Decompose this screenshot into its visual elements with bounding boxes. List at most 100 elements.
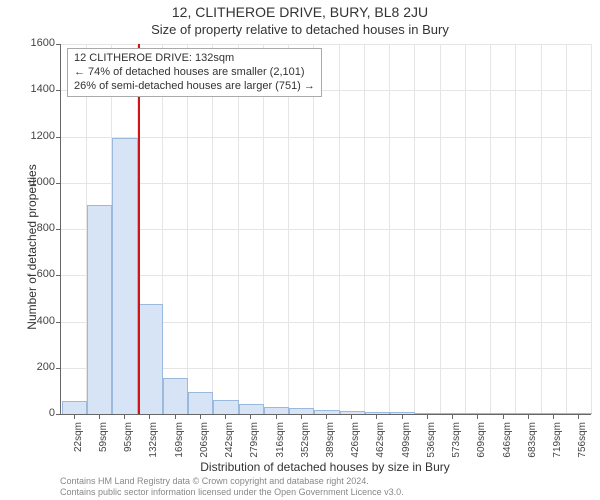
bar [466, 413, 491, 414]
bar [188, 392, 213, 414]
y-tick-label: 800 [5, 222, 55, 234]
bar [542, 413, 567, 414]
x-tick-mark [225, 414, 226, 419]
h-gridline [61, 322, 591, 323]
bar [441, 413, 466, 414]
chart-container: { "chart": { "type": "histogram", "title… [0, 0, 600, 500]
x-tick-mark [402, 414, 403, 419]
x-tick-mark [99, 414, 100, 419]
v-gridline [86, 44, 87, 414]
bar [567, 413, 592, 414]
chart-subtitle: Size of property relative to detached ho… [0, 22, 600, 37]
h-gridline [61, 275, 591, 276]
y-tick-mark [56, 229, 61, 230]
h-gridline [61, 229, 591, 230]
x-tick-mark [200, 414, 201, 419]
bar [289, 408, 314, 414]
bar [138, 304, 163, 414]
bar [491, 413, 516, 414]
gridlines [61, 44, 591, 414]
x-tick-mark [351, 414, 352, 419]
h-gridline [61, 90, 591, 91]
x-tick-mark [452, 414, 453, 419]
x-axis-label: Distribution of detached houses by size … [60, 460, 590, 474]
y-tick-mark [56, 183, 61, 184]
annotation-line: ← 74% of detached houses are smaller (2,… [74, 66, 315, 80]
bar [163, 378, 188, 414]
h-gridline [61, 137, 591, 138]
bar [264, 407, 289, 414]
v-gridline [111, 44, 112, 414]
x-tick-mark [301, 414, 302, 419]
footer-line-1: Contains HM Land Registry data © Crown c… [60, 476, 590, 487]
y-tick-label: 1000 [5, 176, 55, 188]
h-gridline [61, 368, 591, 369]
v-gridline [566, 44, 567, 414]
y-tick-mark [56, 368, 61, 369]
bar [365, 412, 390, 414]
v-gridline [187, 44, 188, 414]
x-tick-mark [376, 414, 377, 419]
annotation-line: 26% of semi-detached houses are larger (… [74, 80, 315, 94]
x-tick-mark [326, 414, 327, 419]
v-gridline [414, 44, 415, 414]
y-tick-label: 600 [5, 268, 55, 280]
v-gridline [490, 44, 491, 414]
v-gridline [515, 44, 516, 414]
y-tick-mark [56, 275, 61, 276]
annotation-box: 12 CLITHEROE DRIVE: 132sqm← 74% of detac… [67, 48, 322, 97]
v-gridline [137, 44, 138, 414]
x-tick-mark [124, 414, 125, 419]
h-gridline [61, 44, 591, 45]
x-tick-mark [503, 414, 504, 419]
v-gridline [440, 44, 441, 414]
bar [415, 413, 440, 414]
x-tick-mark [578, 414, 579, 419]
y-tick-mark [56, 44, 61, 45]
v-gridline [339, 44, 340, 414]
x-tick-mark [553, 414, 554, 419]
y-tick-label: 1400 [5, 83, 55, 95]
y-tick-mark [56, 414, 61, 415]
y-tick-label: 0 [5, 407, 55, 419]
bar [87, 205, 112, 414]
x-tick-mark [175, 414, 176, 419]
v-gridline [263, 44, 264, 414]
annotation-line: 12 CLITHEROE DRIVE: 132sqm [74, 52, 315, 66]
footer-line-2: Contains public sector information licen… [60, 487, 590, 498]
v-gridline [238, 44, 239, 414]
v-gridline [212, 44, 213, 414]
bar [390, 412, 415, 414]
v-gridline [541, 44, 542, 414]
v-gridline [389, 44, 390, 414]
v-gridline [288, 44, 289, 414]
chart-title: 12, CLITHEROE DRIVE, BURY, BL8 2JU [0, 4, 600, 20]
x-tick-mark [477, 414, 478, 419]
bar [213, 400, 238, 414]
bar [62, 401, 87, 414]
x-tick-mark [528, 414, 529, 419]
x-tick-mark [250, 414, 251, 419]
y-tick-mark [56, 322, 61, 323]
h-gridline [61, 183, 591, 184]
x-tick-mark [74, 414, 75, 419]
x-tick-mark [276, 414, 277, 419]
bar [340, 411, 365, 414]
v-gridline [465, 44, 466, 414]
reference-line [138, 44, 140, 414]
overlay-layer: 12 CLITHEROE DRIVE: 132sqm← 74% of detac… [61, 44, 591, 414]
y-tick-mark [56, 90, 61, 91]
y-tick-label: 1200 [5, 130, 55, 142]
v-gridline [591, 44, 592, 414]
v-gridline [162, 44, 163, 414]
bars-layer [61, 44, 591, 414]
footer-attribution: Contains HM Land Registry data © Crown c… [60, 476, 590, 498]
plot-area: 12 CLITHEROE DRIVE: 132sqm← 74% of detac… [60, 44, 591, 415]
bar [112, 138, 137, 414]
y-tick-label: 1600 [5, 37, 55, 49]
v-gridline [364, 44, 365, 414]
y-tick-label: 400 [5, 315, 55, 327]
x-tick-mark [149, 414, 150, 419]
y-tick-mark [56, 137, 61, 138]
x-tick-mark [427, 414, 428, 419]
